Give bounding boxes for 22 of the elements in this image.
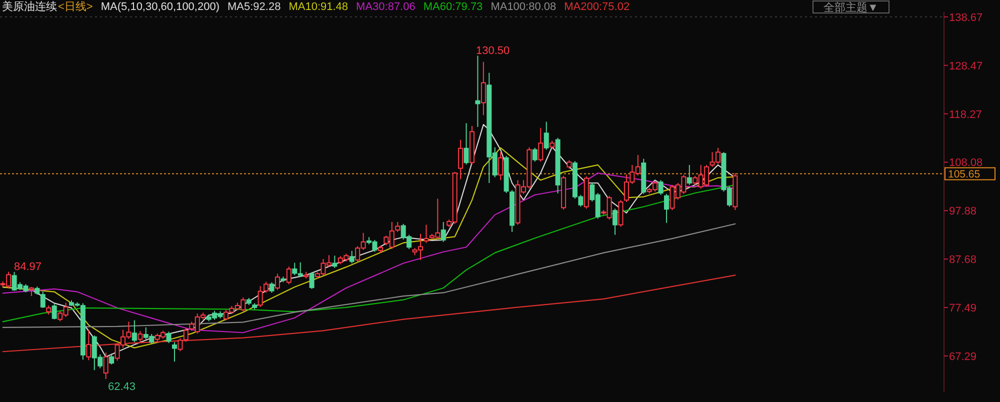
text: MA200:75.02 <box>564 1 630 13</box>
text: MA60:79.73 <box>423 1 483 13</box>
y-tick-label: 128.47 <box>949 60 983 72</box>
y-tick-label: 77.49 <box>949 302 977 314</box>
text: MA100:80.08 <box>490 1 556 13</box>
text: MA30:87.06 <box>356 1 416 13</box>
chart-title: 美原油连续 <box>2 0 57 13</box>
y-tick-label: 138.67 <box>949 12 983 24</box>
annotation: 62.43 <box>108 381 136 393</box>
legend-title: MA(5,10,30,60,100,200) <box>100 1 220 13</box>
y-tick-label: 108.08 <box>949 157 983 170</box>
y-tick-label: 87.68 <box>949 254 977 266</box>
text: MA5:92.28 <box>228 1 281 13</box>
ref-line-label: 105.65 <box>948 168 980 181</box>
annotation: 84.97 <box>14 261 42 273</box>
y-tick-label: 67.29 <box>949 350 977 363</box>
annotation: 全部主题▼ <box>824 1 878 14</box>
y-tick-label: 97.88 <box>949 206 977 218</box>
text: MA10:91.48 <box>288 1 348 13</box>
chart-subtitle: <日线> <box>58 0 93 13</box>
y-tick-label: 118.27 <box>949 108 982 121</box>
annotation: 130.50 <box>476 45 510 57</box>
